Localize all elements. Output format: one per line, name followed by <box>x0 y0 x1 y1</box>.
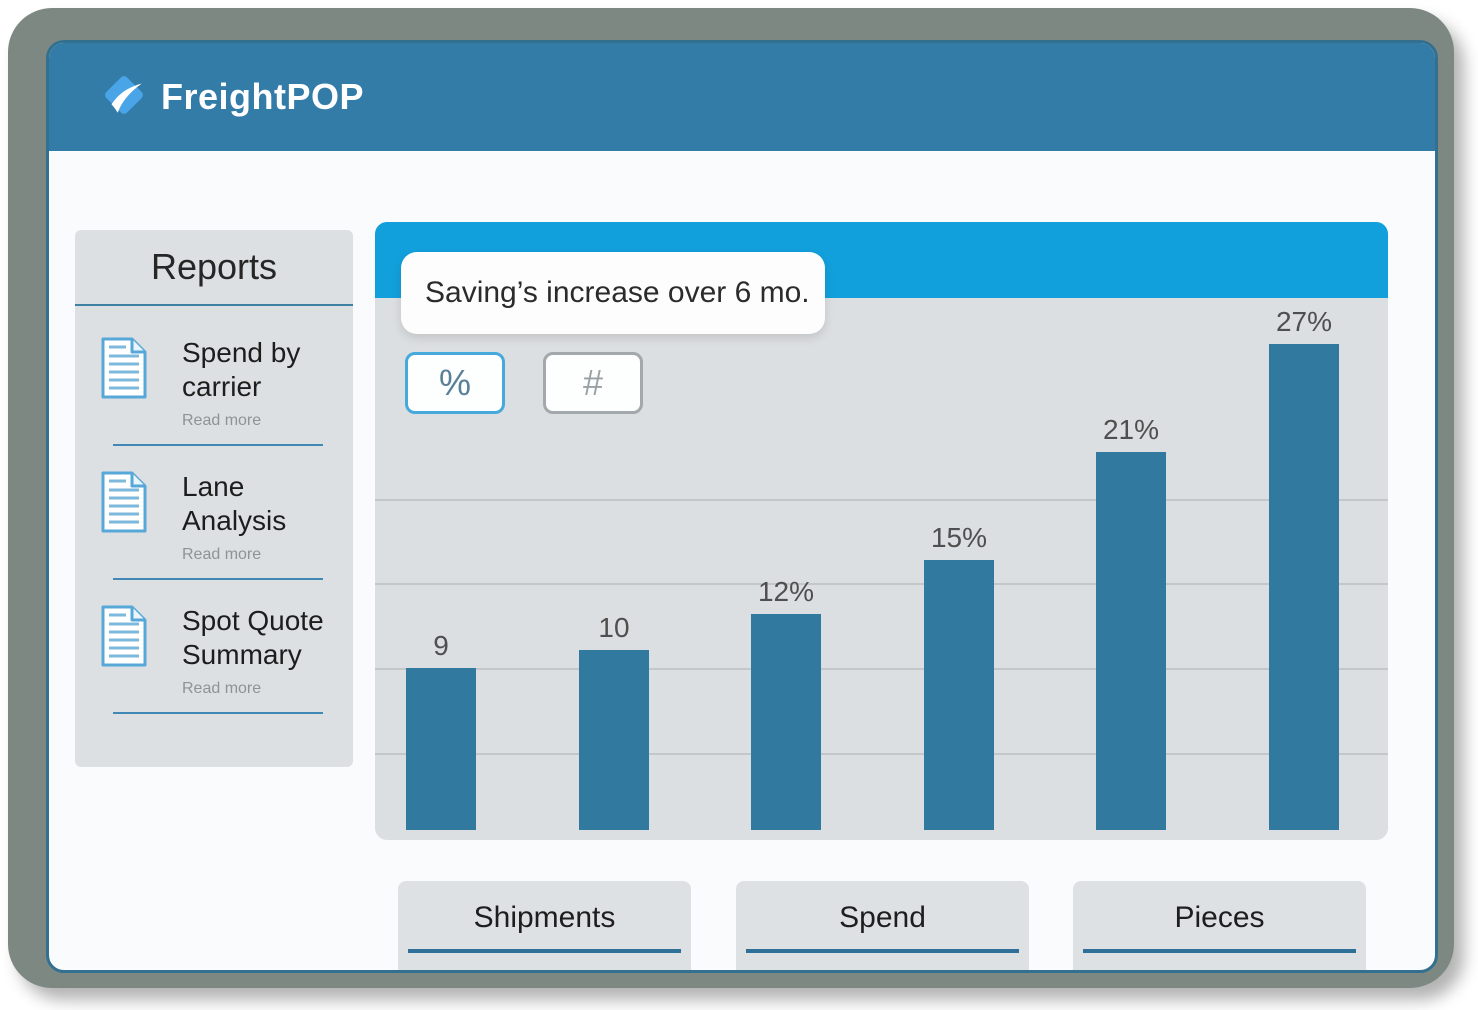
tab-underline <box>746 949 1019 953</box>
app-window: FreightPOP Reports <box>46 40 1438 973</box>
freightpop-logo-icon <box>99 70 149 125</box>
tab-label: Shipments <box>473 901 616 934</box>
bar-month-2: 10 <box>579 612 649 830</box>
reports-panel: Reports <box>75 230 353 767</box>
reports-list: Spend by carrier Read more <box>75 306 353 714</box>
document-icon <box>100 336 148 405</box>
reports-title-divider <box>75 304 353 306</box>
bar-value-label: 27% <box>1275 306 1333 337</box>
gridline <box>375 583 1388 585</box>
report-item-label: Lane Analysis <box>182 471 287 536</box>
gridline <box>375 499 1388 501</box>
document-icon <box>100 470 148 539</box>
read-more-link[interactable]: Read more <box>182 546 262 563</box>
tab-pieces[interactable]: Pieces <box>1073 881 1366 970</box>
bar-value-label: 10 <box>598 612 630 643</box>
percent-toggle-button[interactable]: % <box>405 352 505 414</box>
tab-underline <box>408 949 681 953</box>
report-item-lane-analysis[interactable]: Lane Analysis Read more <box>75 470 353 564</box>
bar-value-label: 9 <box>433 630 449 661</box>
tab-spend[interactable]: Spend <box>736 881 1029 970</box>
bar <box>579 650 649 830</box>
report-item-spot-quote-summary[interactable]: Spot Quote Summary Read more <box>75 604 353 698</box>
tab-label: Pieces <box>1174 901 1265 934</box>
read-more-link[interactable]: Read more <box>182 680 262 697</box>
bar-chart: 9 10 12% 15% 21% 27% <box>375 222 1388 840</box>
number-toggle-button[interactable]: # <box>543 352 643 414</box>
tab-label: Spend <box>839 901 926 934</box>
bar-value-label: 21% <box>1102 414 1160 445</box>
report-item-label: Spend by carrier <box>182 337 301 402</box>
bar <box>924 560 994 830</box>
item-divider <box>113 578 323 580</box>
read-more-link[interactable]: Read more <box>182 412 262 429</box>
bar <box>751 614 821 830</box>
tab-underline <box>1083 949 1356 953</box>
report-item-label: Spot Quote Summary <box>182 605 324 670</box>
app-header: FreightPOP <box>49 43 1435 151</box>
gridline <box>375 668 1388 670</box>
reports-panel-title: Reports <box>150 246 278 287</box>
item-divider <box>113 712 323 714</box>
report-item-spend-by-carrier[interactable]: Spend by carrier Read more <box>75 336 353 430</box>
item-divider <box>113 444 323 446</box>
bar-month-4: 15% <box>924 522 994 830</box>
bar-value-label: 12% <box>757 576 815 607</box>
bar <box>1269 344 1339 830</box>
bar <box>406 668 476 830</box>
bar <box>1096 452 1166 830</box>
chart-title-tooltip: Saving’s increase over 6 mo. <box>401 252 825 334</box>
bar-month-5: 21% <box>1096 414 1166 830</box>
device-frame: FreightPOP Reports <box>8 8 1454 988</box>
chart-unit-toggles: % # <box>405 352 643 414</box>
bar-month-1: 9 <box>406 630 476 830</box>
bar-value-label: 15% <box>930 522 988 553</box>
logo-text: FreightPOP <box>161 76 365 117</box>
document-icon <box>100 604 148 673</box>
savings-chart-card: 9 10 12% 15% 21% 27% Saving’s increase over 6… <box>375 222 1388 840</box>
gridline <box>375 753 1388 755</box>
bar-month-6: 27% <box>1269 306 1339 830</box>
bar-month-3: 12% <box>751 576 821 830</box>
tab-shipments[interactable]: Shipments <box>398 881 691 970</box>
freightpop-logo: FreightPOP <box>99 70 364 125</box>
